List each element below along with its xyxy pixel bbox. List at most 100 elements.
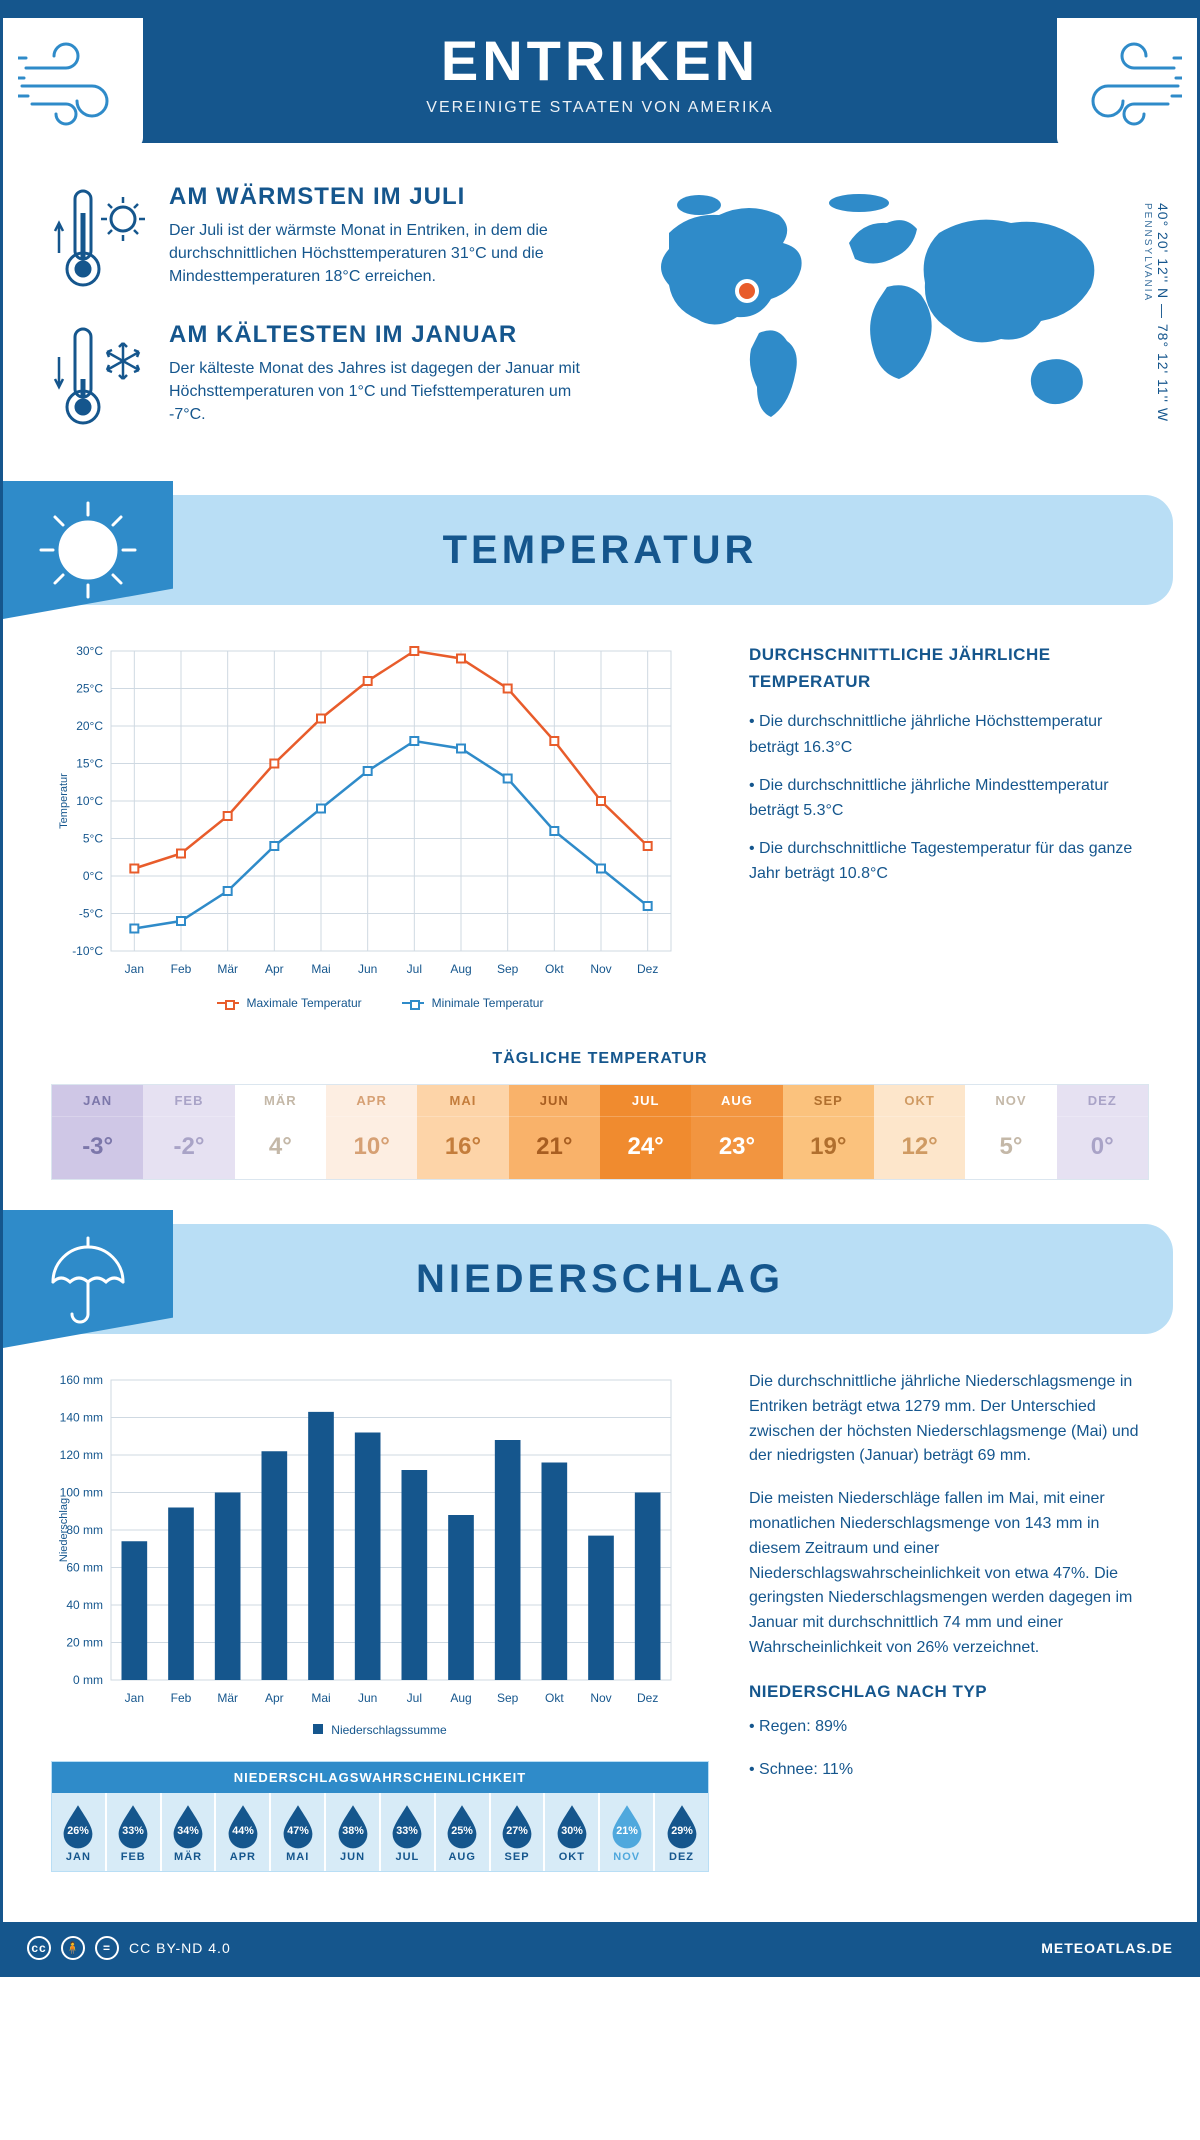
prob-cell: 33%FEB	[107, 1793, 162, 1871]
daily-cell: DEZ0°	[1057, 1085, 1148, 1179]
svg-text:120 mm: 120 mm	[60, 1448, 103, 1462]
svg-text:140 mm: 140 mm	[60, 1411, 103, 1425]
page-title: ENTRIKEN	[3, 28, 1197, 93]
temp-summary-heading: DURCHSCHNITTLICHE JÄHRLICHE TEMPERATUR	[749, 641, 1149, 695]
svg-text:38%: 38%	[342, 1825, 364, 1837]
daily-cell: JUL24°	[600, 1085, 691, 1179]
temp-summary-b2: • Die durchschnittliche jährliche Mindes…	[749, 773, 1149, 824]
svg-text:Nov: Nov	[590, 962, 611, 976]
daily-temp-strip: JAN-3°FEB-2°MÄR4°APR10°MAI16°JUN21°JUL24…	[51, 1084, 1149, 1180]
svg-text:20°C: 20°C	[76, 719, 103, 733]
svg-text:0°C: 0°C	[83, 869, 103, 883]
svg-text:20 mm: 20 mm	[66, 1636, 103, 1650]
cold-fact-title: AM KÄLTESTEN IM JANUAR	[169, 321, 589, 349]
svg-text:-10°C: -10°C	[72, 944, 103, 958]
daily-cell: SEP19°	[783, 1085, 874, 1179]
svg-text:10°C: 10°C	[76, 794, 103, 808]
svg-text:Mär: Mär	[217, 962, 238, 976]
svg-text:Mär: Mär	[217, 1691, 238, 1705]
svg-text:Mai: Mai	[311, 962, 330, 976]
daily-cell: JAN-3°	[52, 1085, 143, 1179]
svg-text:Jul: Jul	[407, 1691, 422, 1705]
license-text: CC BY-ND 4.0	[129, 1940, 231, 1956]
header-bar: ENTRIKEN VEREINIGTE STAATEN VON AMERIKA	[3, 0, 1197, 143]
site-name: METEOATLAS.DE	[1041, 1940, 1173, 1956]
svg-text:Sep: Sep	[497, 962, 519, 976]
precip-heading: NIEDERSCHLAG	[416, 1257, 784, 1302]
wind-icon	[1057, 18, 1197, 148]
svg-text:Niederschlag: Niederschlag	[58, 1498, 70, 1562]
precip-type-b2: • Schnee: 11%	[749, 1758, 1149, 1783]
svg-text:Feb: Feb	[171, 962, 192, 976]
svg-text:Okt: Okt	[545, 962, 564, 976]
svg-text:Dez: Dez	[637, 1691, 658, 1705]
svg-text:Jan: Jan	[125, 962, 144, 976]
svg-text:Sep: Sep	[497, 1691, 519, 1705]
prob-cell: 47%MAI	[271, 1793, 326, 1871]
svg-text:5°C: 5°C	[83, 832, 103, 846]
svg-text:160 mm: 160 mm	[60, 1373, 103, 1387]
daily-cell: AUG23°	[691, 1085, 782, 1179]
prob-cell: 29%DEZ	[655, 1793, 708, 1871]
svg-text:29%: 29%	[671, 1825, 693, 1837]
warm-fact-text: Der Juli ist der wärmste Monat in Entrik…	[169, 219, 589, 289]
svg-text:34%: 34%	[177, 1825, 199, 1837]
prob-cell: 44%APR	[216, 1793, 271, 1871]
precip-type-heading: NIEDERSCHLAG NACH TYP	[749, 1679, 1149, 1705]
svg-text:27%: 27%	[506, 1825, 528, 1837]
svg-text:-5°C: -5°C	[79, 907, 103, 921]
page-subtitle: VEREINIGTE STAATEN VON AMERIKA	[3, 99, 1197, 117]
prob-cell: 34%MÄR	[162, 1793, 217, 1871]
svg-text:21%: 21%	[616, 1825, 638, 1837]
svg-text:33%: 33%	[397, 1825, 419, 1837]
svg-text:26%: 26%	[68, 1825, 90, 1837]
daily-cell: APR10°	[326, 1085, 417, 1179]
umbrella-icon	[3, 1210, 173, 1348]
daily-cell: JUN21°	[509, 1085, 600, 1179]
cold-fact: AM KÄLTESTEN IM JANUAR Der kälteste Mona…	[51, 321, 609, 431]
precip-legend: Niederschlagssumme	[51, 1723, 709, 1737]
daily-cell: NOV5°	[965, 1085, 1056, 1179]
temperature-legend: Maximale Temperatur Minimale Temperatur	[51, 996, 709, 1010]
daily-cell: MÄR4°	[235, 1085, 326, 1179]
footer-bar: cc 🧍 = CC BY-ND 4.0 METEOATLAS.DE	[3, 1922, 1197, 1974]
svg-text:25°C: 25°C	[76, 682, 103, 696]
svg-text:Aug: Aug	[450, 1691, 471, 1705]
sun-icon	[3, 481, 173, 619]
temperature-line-chart: -10°C-5°C0°C5°C10°C15°C20°C25°C30°CJanFe…	[51, 641, 709, 1010]
svg-text:Dez: Dez	[637, 962, 658, 976]
svg-text:Jun: Jun	[358, 1691, 377, 1705]
intro-section: AM WÄRMSTEN IM JULI Der Juli ist der wär…	[3, 143, 1197, 483]
svg-text:15°C: 15°C	[76, 757, 103, 771]
license-badge: cc 🧍 = CC BY-ND 4.0	[27, 1936, 231, 1960]
cc-icon: cc	[27, 1936, 51, 1960]
temp-summary-b1: • Die durchschnittliche jährliche Höchst…	[749, 709, 1149, 760]
svg-text:Mai: Mai	[311, 1691, 330, 1705]
svg-text:80 mm: 80 mm	[66, 1523, 103, 1537]
svg-text:47%: 47%	[287, 1825, 309, 1837]
prob-cell: 38%JUN	[326, 1793, 381, 1871]
nd-icon: =	[95, 1936, 119, 1960]
precip-bar-chart: 0 mm20 mm40 mm60 mm80 mm100 mm120 mm140 …	[51, 1370, 709, 1737]
cold-fact-text: Der kälteste Monat des Jahres ist dagege…	[169, 357, 589, 427]
svg-text:Jun: Jun	[358, 962, 377, 976]
precip-p1: Die durchschnittliche jährliche Niedersc…	[749, 1370, 1149, 1469]
by-icon: 🧍	[61, 1936, 85, 1960]
coordinates-label: 40° 20' 12'' N — 78° 12' 11'' W PENNSYLV…	[1139, 203, 1171, 422]
precip-banner: NIEDERSCHLAG	[27, 1224, 1173, 1334]
temperature-banner: TEMPERATUR	[27, 495, 1173, 605]
daily-cell: MAI16°	[417, 1085, 508, 1179]
prob-cell: 21%NOV	[600, 1793, 655, 1871]
svg-text:60 mm: 60 mm	[66, 1561, 103, 1575]
svg-text:30%: 30%	[561, 1825, 583, 1837]
temp-summary-b3: • Die durchschnittliche Tagestemperatur …	[749, 836, 1149, 887]
warm-fact-title: AM WÄRMSTEN IM JULI	[169, 183, 589, 211]
wind-icon	[3, 18, 143, 148]
prob-cell: 26%JAN	[52, 1793, 107, 1871]
svg-text:Apr: Apr	[265, 1691, 284, 1705]
thermometer-sun-icon	[51, 183, 151, 293]
prob-cell: 30%OKT	[545, 1793, 600, 1871]
svg-text:Jul: Jul	[407, 962, 422, 976]
prob-cell: 25%AUG	[436, 1793, 491, 1871]
daily-cell: FEB-2°	[143, 1085, 234, 1179]
